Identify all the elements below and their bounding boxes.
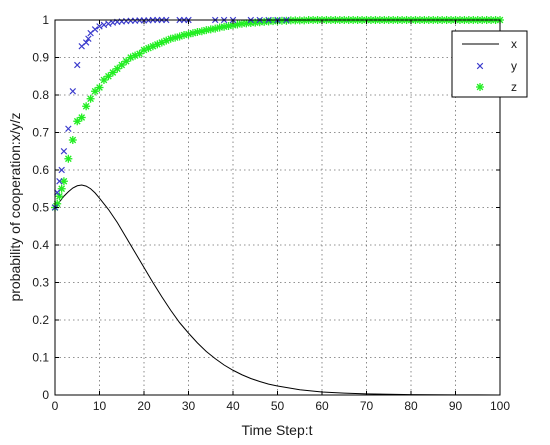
legend-marker-y bbox=[476, 62, 484, 70]
x-tick-label: 20 bbox=[137, 399, 151, 413]
x-axis-label: Time Step:t bbox=[241, 422, 312, 438]
legend-label-y: y bbox=[511, 59, 517, 73]
x-tick-label: 40 bbox=[226, 399, 240, 413]
legend-star-marker bbox=[476, 83, 484, 91]
data-point-y bbox=[74, 61, 81, 69]
series-line-x bbox=[54, 184, 501, 396]
data-point-z bbox=[193, 28, 202, 36]
data-point-y bbox=[65, 125, 72, 132]
x-tick-label: 10 bbox=[93, 399, 107, 413]
data-point-y bbox=[91, 26, 99, 33]
x-tick-label: 50 bbox=[271, 399, 285, 413]
x-tick-label: 80 bbox=[404, 399, 418, 413]
legend-box bbox=[451, 30, 528, 98]
y-tick-label: 0.9 bbox=[32, 51, 49, 65]
data-point-z bbox=[55, 192, 64, 201]
data-point-z bbox=[117, 61, 126, 69]
data-point-y bbox=[56, 178, 63, 185]
legend-x-marker bbox=[476, 62, 484, 70]
x-tick-label: 60 bbox=[315, 399, 329, 413]
data-point-y bbox=[82, 39, 90, 46]
data-point-y bbox=[69, 88, 76, 95]
y-tick-label: 0.6 bbox=[32, 163, 49, 177]
data-point-z bbox=[95, 83, 104, 92]
data-point-y bbox=[60, 148, 68, 155]
data-point-y bbox=[58, 166, 65, 174]
data-point-z bbox=[59, 177, 68, 186]
data-point-y bbox=[96, 23, 103, 30]
y-tick-label: 0.5 bbox=[32, 201, 49, 215]
data-point-z bbox=[82, 102, 91, 111]
legend: x y z bbox=[451, 30, 528, 98]
x-tick-label: 90 bbox=[449, 399, 463, 413]
data-point-z bbox=[68, 136, 77, 144]
data-point-z bbox=[86, 94, 95, 103]
y-tick-label: 0.7 bbox=[32, 126, 49, 140]
y-tick-label: 1 bbox=[42, 13, 49, 27]
x-tick-label: 70 bbox=[360, 399, 374, 413]
x-tick-label: 0 bbox=[52, 399, 59, 413]
data-point-z bbox=[108, 68, 117, 77]
legend-label-x: x bbox=[511, 37, 517, 51]
data-point-z bbox=[206, 25, 215, 34]
data-point-y bbox=[85, 35, 92, 42]
y-tick-label: 0.8 bbox=[32, 88, 49, 102]
y-axis-label: probability of cooperation:x/y/z bbox=[7, 112, 23, 301]
data-point-z bbox=[77, 113, 86, 122]
x-tick-label: 100 bbox=[490, 399, 510, 413]
y-tick-label: 0.2 bbox=[32, 313, 49, 327]
y-tick-label: 0.3 bbox=[32, 276, 49, 290]
legend-label-z: z bbox=[511, 80, 517, 94]
ticks: 0 10 20 30 40 50 60 70 80 90 100 0 0.1 0.2 0.3 0.4 0.5 0.… bbox=[32, 13, 510, 413]
y-tick-label: 0 bbox=[42, 388, 49, 402]
data-point-z bbox=[57, 184, 66, 193]
y-tick-label: 0.4 bbox=[32, 238, 49, 252]
legend-marker-z bbox=[476, 83, 484, 91]
data-point-z bbox=[64, 154, 73, 163]
y-tick-label: 0.1 bbox=[32, 351, 49, 365]
x-tick-label: 30 bbox=[182, 399, 196, 413]
